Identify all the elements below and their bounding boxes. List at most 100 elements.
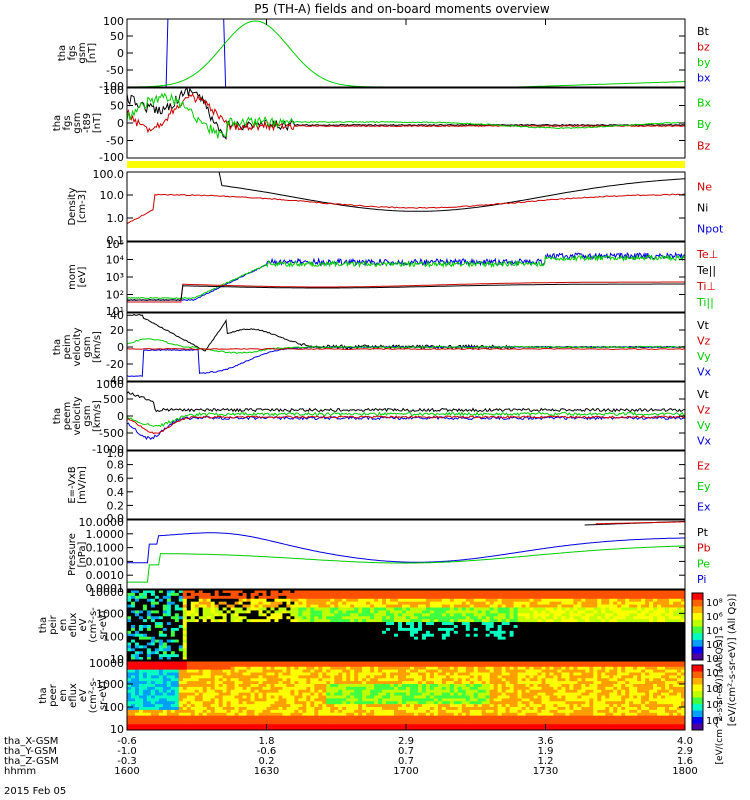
spectrogram-cell (374, 619, 379, 623)
spectrogram-cell (318, 598, 323, 603)
spectrogram-cell (182, 712, 188, 717)
spectrogram-cell (298, 654, 303, 658)
spectrogram-cell (585, 622, 590, 626)
spectrogram-cell (162, 718, 168, 722)
spectrogram-cell (190, 657, 196, 661)
spectrogram-cell (178, 630, 184, 635)
spectrogram-cell (270, 592, 275, 597)
spectrogram-cell (657, 630, 662, 635)
spectrogram-cell (645, 590, 650, 594)
spectrogram-cell (306, 595, 311, 600)
spectrogram-cell (286, 663, 291, 668)
spectrogram-cell (182, 698, 188, 702)
spectrogram-cell (127, 592, 132, 597)
spectrogram-cell (398, 651, 403, 655)
spectrogram-cell (306, 704, 311, 708)
spectrogram-cell (657, 592, 662, 597)
spectrogram-cell (282, 675, 287, 679)
spectrogram-cell (198, 704, 204, 708)
spectrogram-cell (402, 648, 407, 652)
spectrogram-cell (589, 627, 594, 632)
spectrogram-cell (290, 654, 295, 658)
spectrogram-cell (577, 613, 582, 617)
spectrogram-cell (326, 724, 331, 728)
spectrogram-cell (154, 681, 160, 685)
spectrogram-cell (378, 630, 383, 635)
y-axis-label: Density (67, 187, 78, 225)
spectrogram-cell (326, 712, 331, 717)
spectrogram-cell (493, 601, 499, 605)
spectrogram-cell (386, 590, 391, 594)
spectrogram-cell (266, 689, 271, 694)
spectrogram-cell (250, 610, 255, 614)
legend-entry: Vt (697, 388, 710, 401)
spectrogram-cell (545, 630, 550, 635)
spectrogram-cell (370, 642, 375, 646)
spectrogram-cell (557, 610, 562, 614)
spectrogram-cell (150, 701, 156, 705)
y-tick-label: 50 (110, 30, 124, 43)
spectrogram-cell (334, 613, 339, 617)
spectrogram-cell (509, 657, 515, 661)
spectrogram-cell (182, 636, 188, 640)
spectrogram-cell (318, 627, 323, 632)
spectrogram-cell (338, 613, 343, 617)
spectrogram-cell (398, 642, 403, 646)
spectrogram-cell (162, 607, 168, 611)
spectrogram-cell (330, 689, 335, 694)
spectrogram-cell (645, 598, 650, 603)
spectrogram-cell (230, 645, 236, 649)
spectrogram-cell (473, 657, 479, 661)
spectrogram-cell (386, 607, 391, 611)
spectrogram-cell (290, 684, 295, 688)
spectrogram-cell (238, 622, 243, 626)
spectrogram-cell (433, 645, 439, 649)
spectrogram-cell (665, 601, 670, 605)
spectrogram-cell (278, 672, 283, 676)
spectrogram-cell (382, 622, 387, 626)
spectrogram-cell (437, 657, 443, 661)
spectrogram-cell (429, 636, 435, 640)
spectrogram-cell (342, 630, 347, 635)
spectrogram-cell (218, 636, 224, 640)
spectrogram-cell (633, 651, 638, 655)
spectrogram-cell (601, 607, 606, 611)
spectrogram-cell (501, 642, 507, 646)
spectrogram-cell (130, 718, 136, 722)
spectrogram-cell (302, 681, 307, 685)
spectrogram-cell (406, 622, 411, 626)
spectrogram-cell (322, 707, 327, 711)
spectrogram-cell (326, 595, 331, 600)
spectrogram-cell (250, 684, 255, 688)
spectrogram-cell (346, 695, 351, 699)
spectrogram-cell (186, 648, 192, 652)
spectrogram-cell (214, 692, 220, 696)
spectrogram-cell (541, 648, 546, 652)
spectrogram-cell (190, 616, 196, 620)
spectrogram-cell (433, 604, 439, 608)
spectrogram-cell (294, 709, 299, 714)
spectrogram-cell (669, 648, 674, 652)
spectrogram-cell (529, 648, 534, 652)
spectrogram-cell (545, 627, 550, 632)
spectrogram-cell (661, 590, 666, 594)
spectrogram-cell (677, 630, 682, 635)
spectrogram-cell (653, 627, 658, 632)
spectrogram-cell (354, 707, 359, 711)
spectrogram-cell (158, 598, 164, 603)
spectrogram-cell (254, 607, 259, 611)
spectrogram-cell (186, 686, 192, 691)
spectrogram-cell (214, 701, 220, 705)
spectrogram-cell (409, 619, 415, 623)
spectrogram-cell (286, 625, 291, 629)
spectrogram-cell (138, 613, 144, 617)
spectrogram-cell (362, 657, 367, 661)
spectrogram-cell (621, 627, 626, 632)
spectrogram-cell (457, 639, 463, 643)
y-tick-label: -500 (99, 427, 124, 440)
spectrogram-cell (150, 689, 156, 694)
spectrogram-cell (194, 622, 200, 626)
spectrogram-cell (194, 619, 200, 623)
spectrogram-cell (290, 698, 295, 702)
spectrogram-cell (242, 654, 247, 658)
